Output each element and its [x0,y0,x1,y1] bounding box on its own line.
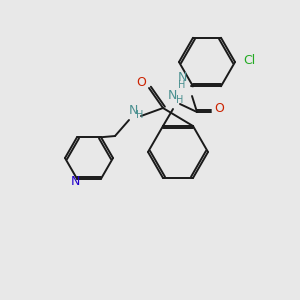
Text: Cl: Cl [243,53,255,67]
Text: N: N [70,175,80,188]
Text: H: H [176,95,184,105]
Text: O: O [214,101,224,115]
Text: N: N [167,88,177,101]
Text: N: N [128,103,138,116]
Text: O: O [136,76,146,88]
Text: H: H [178,80,186,90]
Text: H: H [136,110,144,120]
Text: N: N [177,70,187,83]
